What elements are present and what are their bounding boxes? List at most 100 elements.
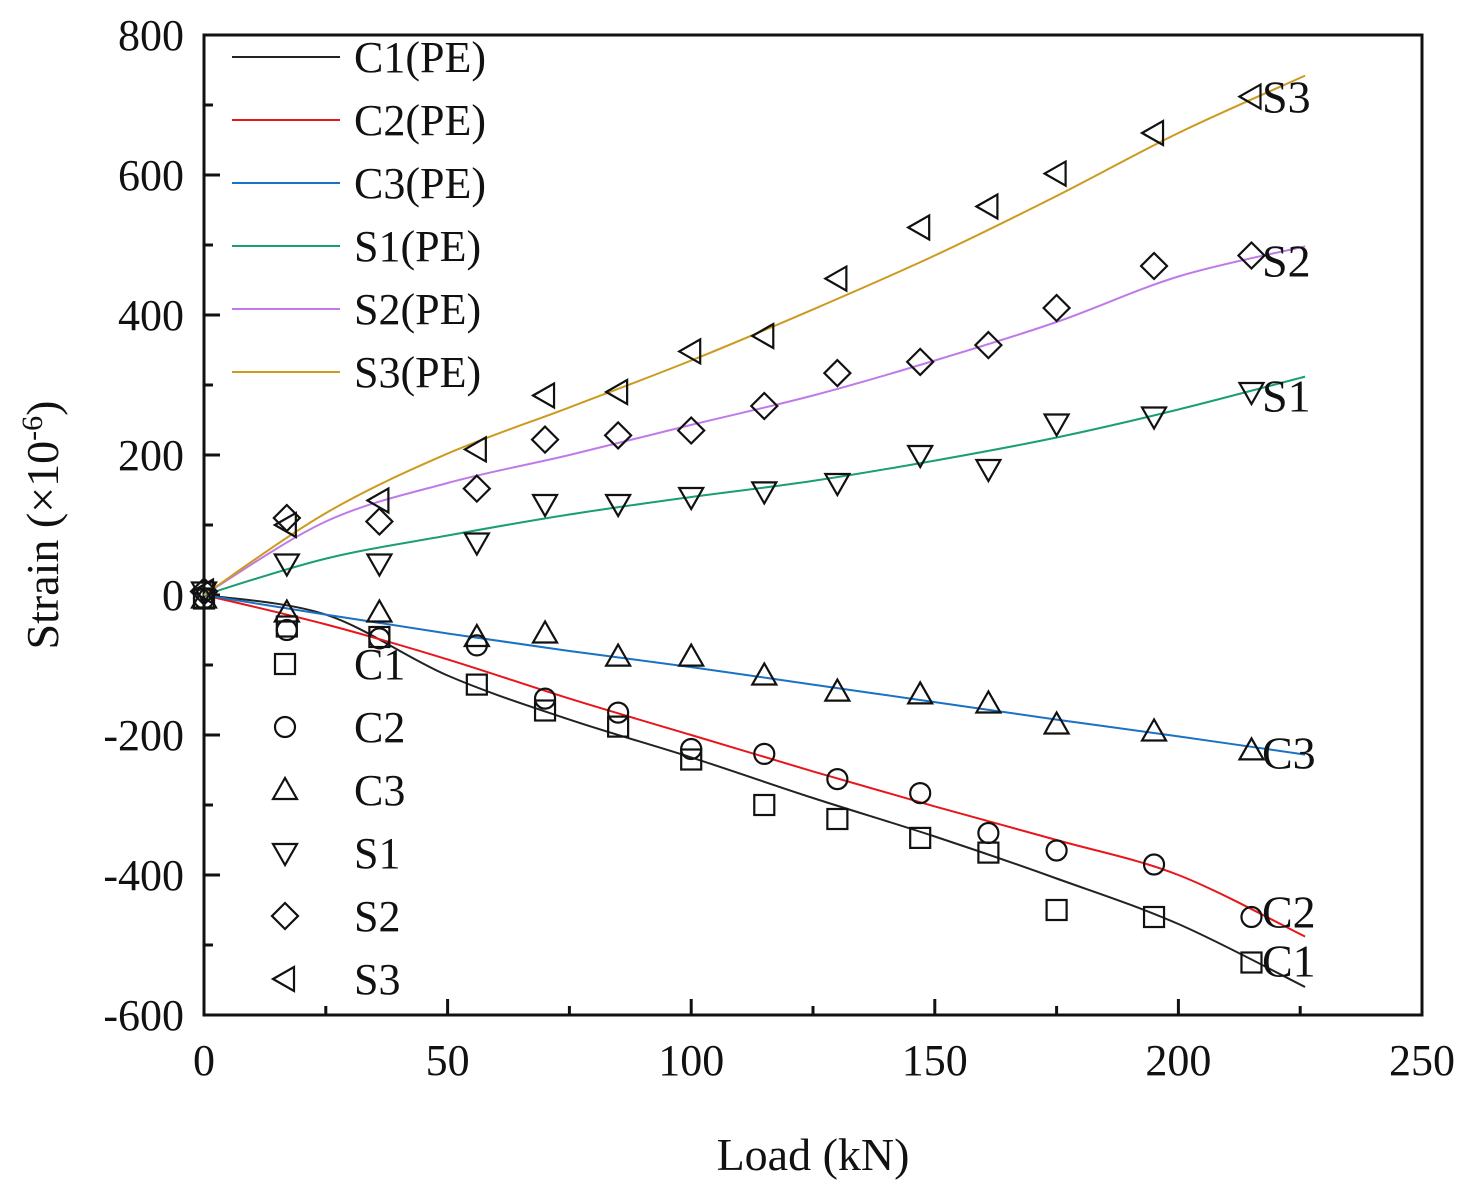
marker-s1 — [1237, 381, 1266, 407]
marker-s1 — [823, 472, 852, 498]
marker-c2 — [753, 742, 776, 766]
fit-line-s3 — [203, 74, 1306, 596]
marker-c1 — [533, 699, 557, 722]
fit-line-c2 — [203, 594, 1306, 938]
x-tick-label: 0 — [193, 1036, 215, 1085]
legend-marker-swatch-c3 — [271, 775, 299, 801]
marker-c3 — [677, 642, 706, 667]
legend-marker-label-c1: C1 — [354, 640, 405, 689]
marker-c2 — [680, 737, 703, 761]
marker-c1 — [607, 715, 630, 738]
y-tick-label: -200 — [103, 711, 184, 760]
end-label-c3: C3 — [1262, 728, 1316, 779]
end-label-c2: C2 — [1262, 886, 1316, 937]
marker-s1 — [1042, 413, 1071, 438]
y-tick-label: -400 — [103, 851, 184, 900]
y-tick-label: 0 — [162, 571, 184, 620]
legend-marker-label-s2: S2 — [354, 892, 400, 941]
measured-markers — [189, 82, 1267, 974]
marker-c3 — [1140, 717, 1168, 742]
marker-s1 — [462, 532, 491, 557]
marker-c2 — [368, 627, 391, 650]
marker-c2 — [977, 821, 1000, 845]
end-label-s2: S2 — [1262, 235, 1311, 286]
marker-s1 — [365, 553, 394, 578]
y-tick-label: 200 — [118, 431, 184, 480]
marker-s3 — [530, 381, 556, 410]
marker-c1 — [465, 673, 488, 696]
marker-c1 — [909, 826, 932, 850]
marker-s3 — [272, 511, 297, 539]
legend-line-label-s1: S1(PE) — [354, 222, 481, 271]
marker-s2 — [364, 506, 394, 537]
legend-line-label-c2: C2(PE) — [354, 96, 486, 145]
marker-s1 — [1140, 406, 1168, 431]
y-axis-title-close: ) — [17, 401, 68, 416]
marker-c3 — [974, 689, 1003, 714]
marker-c2 — [1142, 853, 1166, 876]
marker-c3 — [823, 677, 852, 702]
marker-s1 — [906, 444, 935, 470]
fit-line-s1 — [203, 375, 1306, 596]
y-tick-label: 600 — [118, 151, 184, 200]
legend-marker-swatch-s3 — [270, 965, 296, 993]
marker-s1 — [531, 493, 559, 519]
marker-c2 — [826, 767, 849, 791]
marker-c3 — [531, 619, 559, 644]
marker-s2 — [1236, 240, 1267, 271]
marker-c3 — [272, 598, 301, 623]
marker-c2 — [1045, 839, 1068, 862]
x-tick-label: 100 — [658, 1036, 724, 1085]
marker-c1 — [753, 793, 776, 817]
marker-s1 — [974, 458, 1003, 484]
legend-marker-swatch-c2 — [273, 715, 297, 739]
x-axis-title: Load (kN) — [717, 1129, 910, 1180]
x-tick-label: 250 — [1389, 1036, 1455, 1085]
marker-s2 — [1139, 251, 1169, 281]
marker-s3 — [823, 264, 848, 293]
fit-line-s2 — [203, 245, 1306, 596]
marker-s2 — [973, 330, 1003, 360]
marker-c3 — [365, 598, 394, 623]
marker-c2 — [1240, 905, 1263, 929]
y-axis-title-main: Strain (×10 — [17, 441, 68, 650]
marker-c3 — [750, 661, 779, 686]
marker-s3 — [462, 435, 487, 464]
marker-s3 — [1139, 119, 1165, 147]
legend-marker-label-s1: S1 — [354, 829, 400, 878]
marker-s1 — [272, 553, 301, 578]
legend-marker-swatch-c1 — [273, 652, 297, 676]
marker-c3 — [604, 642, 633, 667]
ticks: 0 50 100 150 200 250 -600 -400 -200 0 200 400 600 800 — [103, 11, 1455, 1085]
marker-s3 — [905, 213, 931, 242]
marker-s1 — [190, 581, 218, 606]
legend-marker-label-c2: C2 — [354, 703, 405, 752]
y-axis-title-exponent: -6 — [16, 416, 49, 441]
marker-s3 — [1237, 82, 1262, 111]
marker-c1 — [826, 807, 849, 831]
marker-c1 — [680, 748, 703, 771]
marker-s2 — [462, 474, 492, 504]
end-label-s3: S3 — [1262, 72, 1311, 123]
x-tick-label: 50 — [426, 1036, 470, 1085]
marker-s1 — [677, 486, 706, 512]
legend: C1(PE) C2(PE) C3(PE) S1(PE) S2(PE) S3(PE) C1 C2… — [232, 33, 486, 1004]
legend-line-label-s2: S2(PE) — [354, 285, 481, 334]
marker-s2 — [749, 391, 779, 421]
legend-marker-swatch-s2 — [270, 901, 300, 931]
marker-s3 — [1042, 159, 1067, 188]
legend-marker-label-c3: C3 — [354, 766, 405, 815]
legend-line-label-s3: S3(PE) — [354, 348, 481, 397]
marker-s3 — [365, 486, 390, 515]
legend-marker-label-s3: S3 — [354, 955, 400, 1004]
marker-c3 — [1042, 710, 1071, 735]
marker-s3 — [750, 322, 775, 350]
marker-s1 — [750, 481, 779, 506]
legend-marker-swatch-s1 — [271, 842, 299, 868]
end-label-c1: C1 — [1262, 935, 1316, 986]
marker-s3 — [189, 577, 215, 606]
legend-line-label-c3: C3(PE) — [354, 159, 486, 208]
marker-c2 — [909, 781, 932, 805]
marker-s2 — [603, 420, 633, 450]
